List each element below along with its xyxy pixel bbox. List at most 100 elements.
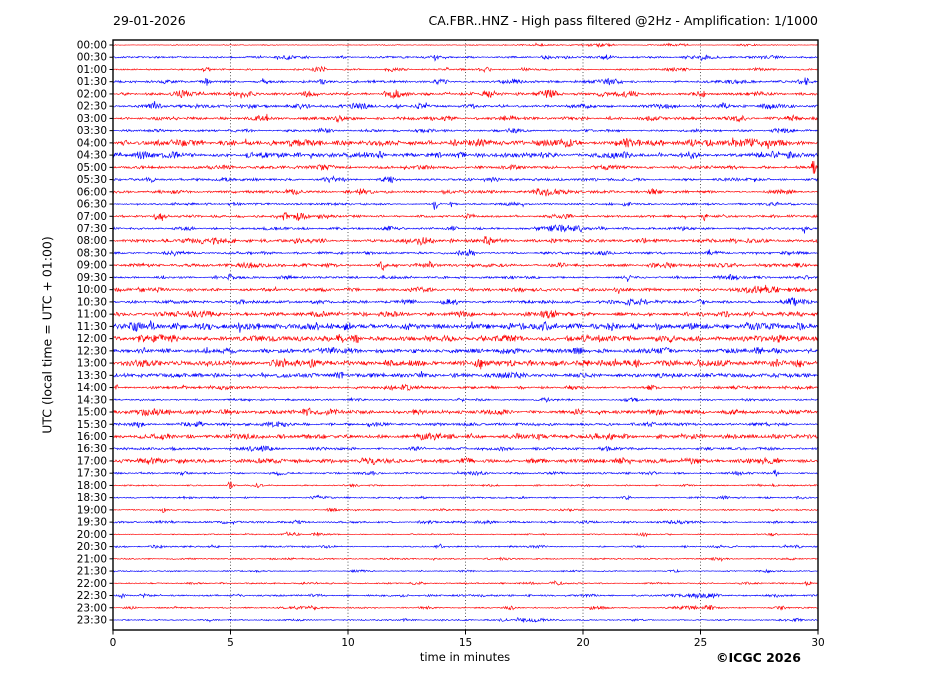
y-tick-label-15:30: 15:30 bbox=[77, 419, 107, 431]
trace-row-00:30 bbox=[112, 54, 819, 62]
y-tick-label-10:30: 10:30 bbox=[77, 296, 107, 308]
copyright-label: ©ICGC 2026 bbox=[716, 650, 801, 665]
trace-row-02:00 bbox=[112, 89, 819, 100]
trace-row-16:00 bbox=[112, 432, 819, 441]
y-tick-label-21:30: 21:30 bbox=[77, 566, 107, 578]
trace-row-06:30 bbox=[112, 201, 819, 210]
x-tick-label-0: 0 bbox=[110, 637, 117, 649]
trace-row-11:30 bbox=[112, 320, 819, 333]
date-label: 29-01-2026 bbox=[113, 13, 186, 28]
x-axis-label: time in minutes bbox=[419, 650, 511, 664]
y-tick-label-01:30: 01:30 bbox=[77, 76, 107, 88]
y-tick-label-08:30: 08:30 bbox=[77, 247, 107, 259]
y-tick-label-05:30: 05:30 bbox=[77, 174, 107, 186]
trace-row-18:30 bbox=[112, 494, 819, 501]
trace-row-04:30 bbox=[112, 150, 819, 160]
trace-row-00:00 bbox=[112, 42, 819, 48]
trace-row-22:30 bbox=[112, 592, 819, 600]
trace-row-20:30 bbox=[112, 543, 819, 550]
trace-row-16:30 bbox=[112, 445, 819, 453]
y-tick-label-00:00: 00:00 bbox=[77, 40, 107, 52]
trace-row-09:00 bbox=[112, 260, 819, 271]
y-tick-label-16:30: 16:30 bbox=[77, 443, 107, 455]
x-tick-label-20: 20 bbox=[576, 637, 589, 649]
trace-row-12:00 bbox=[112, 333, 819, 344]
x-tick-label-10: 10 bbox=[341, 637, 354, 649]
y-tick-label-20:00: 20:00 bbox=[77, 529, 107, 541]
y-tick-label-14:00: 14:00 bbox=[77, 382, 107, 394]
trace-row-17:30 bbox=[112, 469, 819, 477]
trace-row-18:00 bbox=[112, 481, 819, 489]
trace-row-03:00 bbox=[112, 113, 819, 124]
y-tick-label-22:00: 22:00 bbox=[77, 578, 107, 590]
trace-row-15:30 bbox=[112, 420, 819, 428]
trace-row-08:30 bbox=[112, 249, 819, 257]
y-tick-label-13:30: 13:30 bbox=[77, 370, 107, 382]
y-tick-label-03:30: 03:30 bbox=[77, 125, 107, 137]
y-tick-label-05:00: 05:00 bbox=[77, 162, 107, 174]
y-tick-label-12:00: 12:00 bbox=[77, 333, 107, 345]
trace-row-14:00 bbox=[112, 383, 819, 392]
trace-row-07:00 bbox=[112, 212, 819, 222]
y-tick-label-17:00: 17:00 bbox=[77, 455, 107, 467]
y-tick-label-23:00: 23:00 bbox=[77, 602, 107, 614]
trace-row-01:00 bbox=[112, 65, 819, 73]
trace-row-22:00 bbox=[112, 580, 819, 587]
x-tick-label-15: 15 bbox=[459, 637, 472, 649]
trace-row-11:00 bbox=[112, 309, 819, 320]
y-tick-label-08:00: 08:00 bbox=[77, 235, 107, 247]
y-tick-label-18:00: 18:00 bbox=[77, 480, 107, 492]
trace-row-19:00 bbox=[112, 507, 819, 513]
trace-row-21:00 bbox=[112, 556, 819, 562]
y-tick-label-13:00: 13:00 bbox=[77, 358, 107, 370]
y-tick-label-11:00: 11:00 bbox=[77, 309, 107, 321]
y-tick-label-03:00: 03:00 bbox=[77, 113, 107, 125]
trace-row-05:00 bbox=[112, 161, 819, 174]
y-tick-label-18:30: 18:30 bbox=[77, 492, 107, 504]
trace-row-09:30 bbox=[112, 273, 819, 282]
y-tick-label-06:00: 06:00 bbox=[77, 186, 107, 198]
y-tick-label-16:00: 16:00 bbox=[77, 431, 107, 443]
y-tick-label-02:00: 02:00 bbox=[77, 88, 107, 100]
y-tick-label-22:30: 22:30 bbox=[77, 590, 107, 602]
trace-row-14:30 bbox=[112, 396, 819, 403]
x-tick-label-5: 5 bbox=[227, 637, 234, 649]
trace-row-10:30 bbox=[112, 296, 819, 307]
trace-row-20:00 bbox=[112, 531, 818, 538]
trace-row-21:30 bbox=[112, 568, 819, 574]
y-tick-label-12:30: 12:30 bbox=[77, 345, 107, 357]
trace-row-06:00 bbox=[112, 187, 819, 197]
trace-row-07:30 bbox=[112, 224, 819, 234]
trace-row-19:30 bbox=[112, 519, 819, 525]
trace-row-23:00 bbox=[112, 604, 819, 611]
trace-row-23:30 bbox=[112, 616, 819, 623]
y-tick-label-15:00: 15:00 bbox=[77, 407, 107, 419]
trace-row-08:00 bbox=[112, 236, 819, 246]
y-tick-label-00:30: 00:30 bbox=[77, 52, 107, 64]
trace-row-12:30 bbox=[112, 346, 819, 355]
y-tick-label-21:00: 21:00 bbox=[77, 553, 107, 565]
y-tick-label-04:30: 04:30 bbox=[77, 150, 107, 162]
trace-row-13:30 bbox=[112, 370, 819, 380]
y-tick-label-23:30: 23:30 bbox=[77, 614, 107, 626]
y-tick-label-06:30: 06:30 bbox=[77, 199, 107, 211]
trace-row-13:00 bbox=[112, 357, 819, 370]
y-tick-label-07:00: 07:00 bbox=[77, 211, 107, 223]
y-tick-label-09:30: 09:30 bbox=[77, 272, 107, 284]
y-tick-label-01:00: 01:00 bbox=[77, 64, 107, 76]
trace-row-03:30 bbox=[112, 127, 819, 134]
y-tick-label-07:30: 07:30 bbox=[77, 223, 107, 235]
trace-row-02:30 bbox=[112, 101, 819, 111]
trace-row-15:00 bbox=[112, 407, 819, 417]
y-tick-label-20:30: 20:30 bbox=[77, 541, 107, 553]
y-tick-label-19:30: 19:30 bbox=[77, 517, 107, 529]
y-tick-label-14:30: 14:30 bbox=[77, 394, 107, 406]
trace-row-01:30 bbox=[112, 77, 819, 86]
page-title: CA.FBR..HNZ - High pass filtered @2Hz - … bbox=[428, 13, 818, 28]
y-tick-label-17:30: 17:30 bbox=[77, 468, 107, 480]
trace-row-05:30 bbox=[112, 175, 819, 184]
y-tick-label-10:00: 10:00 bbox=[77, 284, 107, 296]
y-tick-label-11:30: 11:30 bbox=[77, 321, 107, 333]
